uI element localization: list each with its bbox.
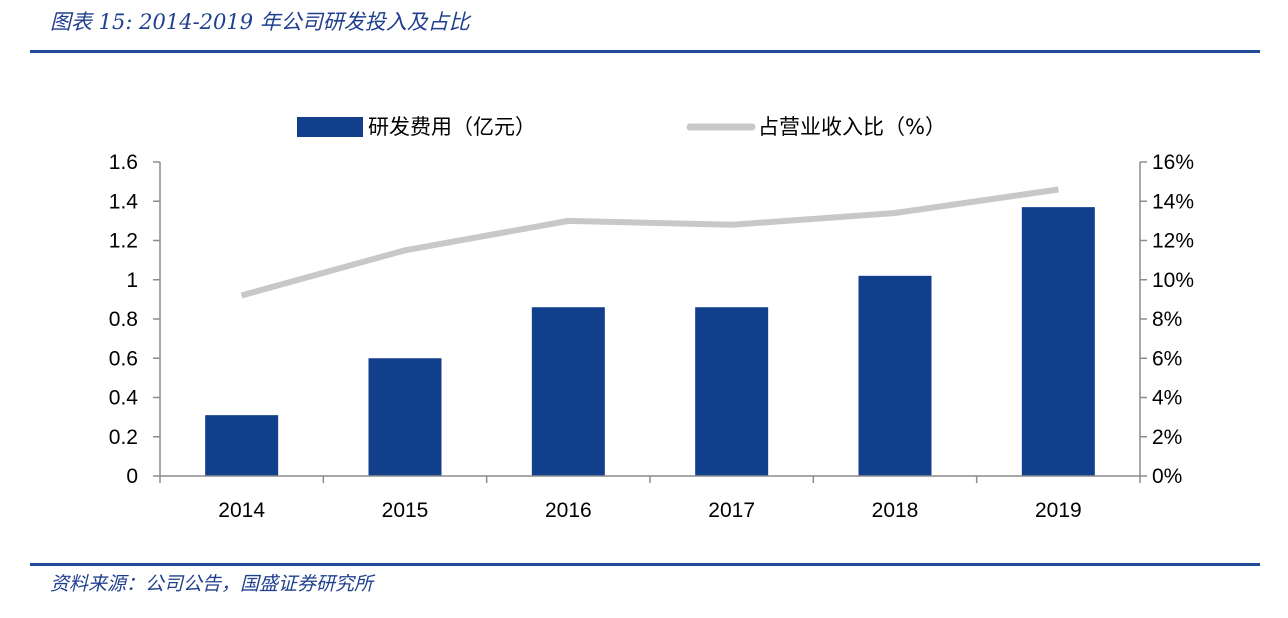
right-tick-label: 4% bbox=[1152, 387, 1182, 410]
right-tick-label: 2% bbox=[1152, 426, 1182, 449]
right-tick-label: 8% bbox=[1152, 308, 1182, 331]
left-tick-label: 0 bbox=[126, 465, 138, 488]
right-tick-label: 14% bbox=[1152, 190, 1194, 213]
line-point-2017 bbox=[731, 224, 733, 226]
legend-line-label: 占营业收入比（%） bbox=[758, 115, 946, 139]
legend: 研发费用（亿元） 占营业收入比（%） bbox=[297, 115, 946, 139]
line-point-2018 bbox=[894, 212, 896, 214]
legend-bar-label: 研发费用（亿元） bbox=[368, 115, 536, 139]
left-tick-label: 0.4 bbox=[109, 387, 139, 410]
left-tick-label: 1.2 bbox=[109, 230, 138, 253]
right-tick-label: 12% bbox=[1152, 230, 1194, 253]
top-divider bbox=[30, 50, 1260, 53]
x-tick-label: 2016 bbox=[545, 499, 592, 522]
left-tick-label: 1.6 bbox=[109, 151, 138, 174]
left-tick-label: 0.6 bbox=[109, 347, 138, 370]
line-point-2015 bbox=[404, 249, 406, 251]
bar-series bbox=[205, 207, 1095, 476]
bar-2017 bbox=[695, 307, 769, 476]
x-tick-label: 2019 bbox=[1035, 499, 1082, 522]
bottom-divider bbox=[30, 563, 1260, 566]
line-point-2019 bbox=[1057, 188, 1059, 190]
bar-2018 bbox=[858, 275, 932, 476]
bar-2019 bbox=[1021, 207, 1095, 476]
line-point-2014 bbox=[241, 294, 243, 296]
bar-2016 bbox=[531, 307, 605, 476]
left-tick-label: 1 bbox=[126, 269, 138, 292]
source-note: 资料来源：公司公告，国盛证券研究所 bbox=[50, 573, 374, 595]
legend-bar-swatch bbox=[297, 117, 363, 137]
right-tick-label: 6% bbox=[1152, 347, 1182, 370]
right-tick-label: 10% bbox=[1152, 269, 1194, 292]
right-tick-label: 16% bbox=[1152, 151, 1194, 174]
bar-2015 bbox=[368, 358, 442, 476]
x-tick-label: 2015 bbox=[382, 499, 429, 522]
left-tick-label: 0.8 bbox=[109, 308, 138, 331]
line-series bbox=[240, 186, 1059, 299]
bar-2014 bbox=[205, 415, 279, 476]
x-tick-label: 2017 bbox=[708, 499, 755, 522]
line-point-2016 bbox=[567, 220, 569, 222]
x-tick-label: 2014 bbox=[218, 499, 265, 522]
x-tick-label: 2018 bbox=[872, 499, 919, 522]
figure-title: 图表 15: 2014-2019 年公司研发投入及占比 bbox=[50, 10, 470, 34]
left-tick-label: 0.2 bbox=[109, 426, 138, 449]
left-tick-label: 1.4 bbox=[109, 190, 139, 213]
right-tick-label: 0% bbox=[1152, 465, 1182, 488]
axes: 0 0.2 0.4 0.6 0.8 1 1.2 1.4 1.6 0% 2% 4% 6% 8% 10% 12% 1… bbox=[109, 151, 1194, 522]
ratio-line bbox=[240, 186, 1059, 299]
